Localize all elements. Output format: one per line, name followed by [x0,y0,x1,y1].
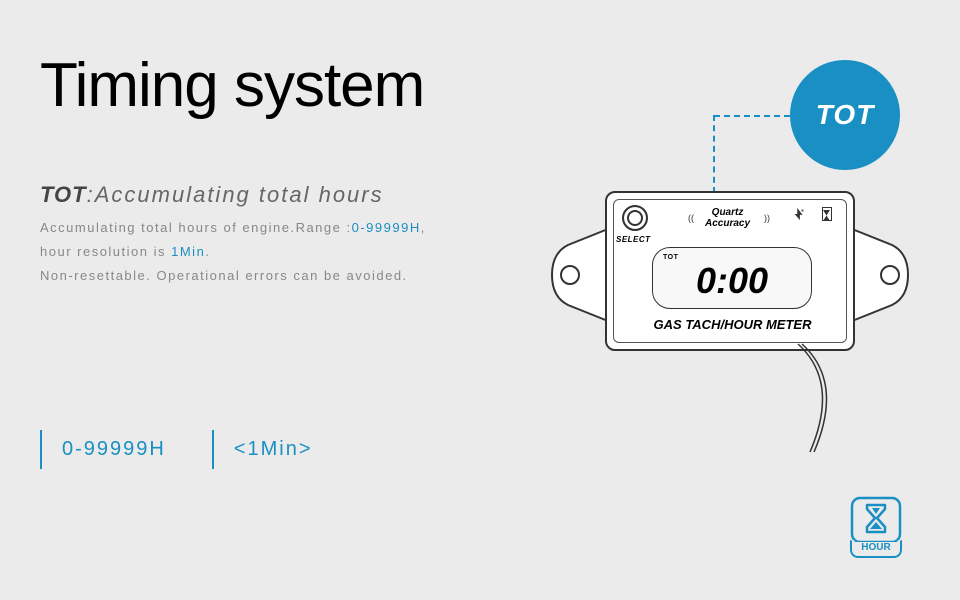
device-bottom-label: GAS TACH/HOUR METER [635,317,830,332]
desc-1a: Accumulating total hours of engine.Range… [40,220,352,235]
hour-badge-label: HOUR [850,540,902,558]
subtitle-text: Accumulating total hours [95,182,384,207]
lcd-value: 0:00 [696,260,768,302]
desc-2-hl: 1Min [171,244,205,259]
select-label: SELECT [616,235,651,244]
stat-range: 0-99999H [40,430,188,469]
hourglass-small-icon [822,207,832,221]
desc-3: Non-resettable. Operational errors can b… [40,264,426,288]
hour-badge: HOUR [850,496,902,560]
stat-resolution: <1Min> [212,430,335,469]
subtitle-tot: TOT [40,182,87,207]
lcd-display: TOT 0:00 [652,247,812,309]
signal-right-icon: )) [764,213,770,223]
spark-icon [793,207,805,221]
subtitle-sep: : [87,182,95,207]
stat-row: 0-99999H <1Min> [40,430,335,469]
signal-left-icon: (( [688,213,694,223]
wire-icon [780,342,900,462]
connector-horizontal [714,115,790,117]
quartz-line1: Quartz [712,207,744,218]
desc-1-hl: 0-99999H [352,220,421,235]
connector-vertical [713,115,715,193]
description: Accumulating total hours of engine.Range… [40,216,426,288]
quartz-line2: Accuracy [705,218,750,229]
quartz-label: Quartz Accuracy [705,207,750,229]
tot-circle-badge: TOT [790,60,900,170]
desc-2a: hour resolution is [40,244,171,259]
device-illustration: SELECT (( Quartz Accuracy )) TOT 0:00 GA… [550,185,910,365]
subtitle: TOT:Accumulating total hours [40,182,384,208]
lcd-tot-label: TOT [663,254,678,261]
select-button [622,205,648,231]
desc-1b: , [421,220,426,235]
hourglass-icon [850,496,902,542]
desc-2b: . [205,244,210,259]
page-title: Timing system [40,50,424,121]
